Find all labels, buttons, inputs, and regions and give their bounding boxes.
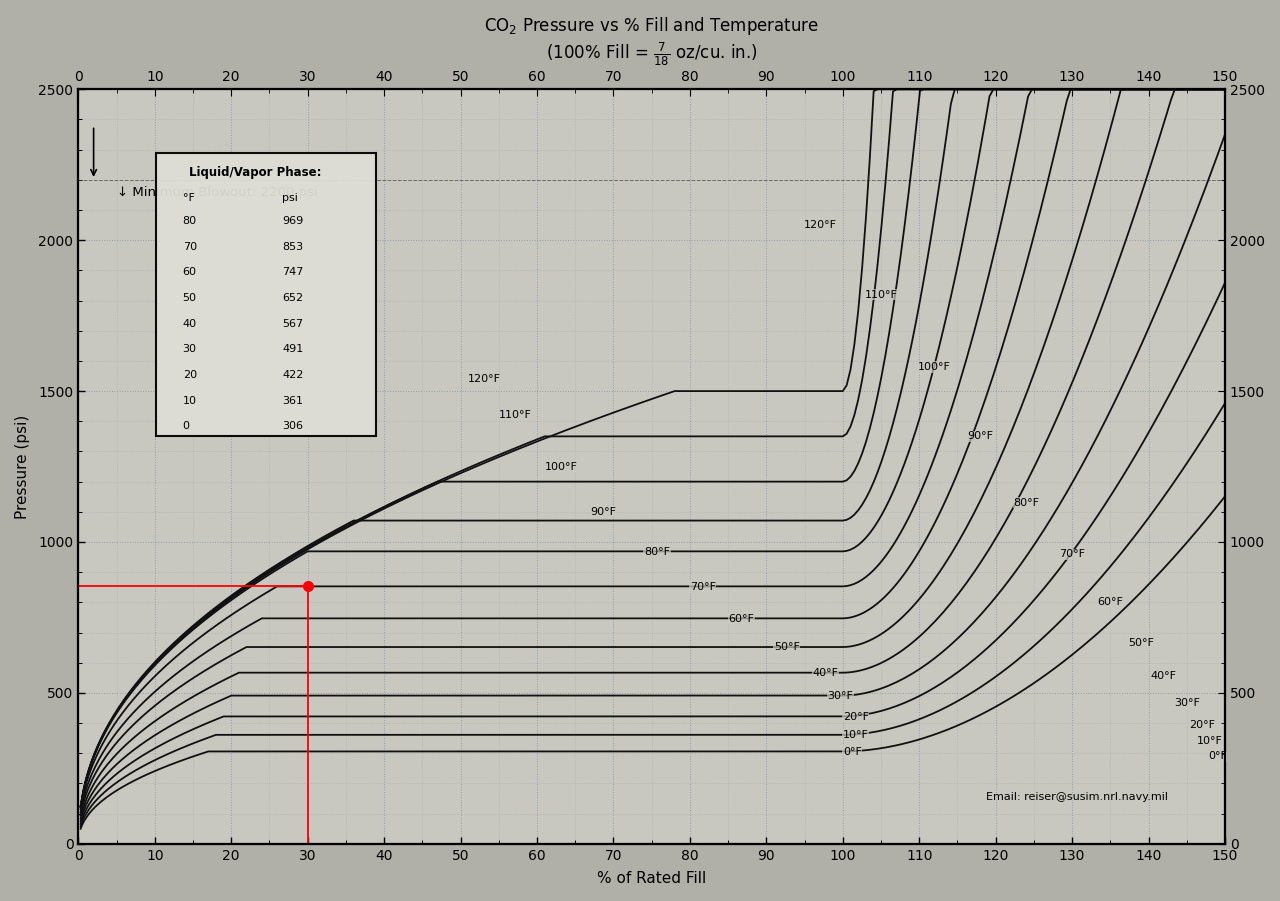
Text: 80°F: 80°F xyxy=(644,547,669,557)
Text: 120°F: 120°F xyxy=(804,220,836,230)
Text: 70°F: 70°F xyxy=(1059,549,1085,559)
Text: 422: 422 xyxy=(283,370,303,380)
Title: CO$_2$ Pressure vs % Fill and Temperature
(100% Fill = $\frac{7}{18}$ oz/cu. in.: CO$_2$ Pressure vs % Fill and Temperatur… xyxy=(484,15,819,68)
Text: 100°F: 100°F xyxy=(918,362,951,372)
Text: 491: 491 xyxy=(283,344,303,354)
Text: 0°F: 0°F xyxy=(1208,751,1226,761)
Text: 0: 0 xyxy=(183,422,189,432)
X-axis label: % of Rated Fill: % of Rated Fill xyxy=(596,871,707,886)
Text: 70°F: 70°F xyxy=(690,582,716,592)
Text: 50°F: 50°F xyxy=(1128,638,1153,648)
Text: 60°F: 60°F xyxy=(1097,597,1124,607)
Text: 10°F: 10°F xyxy=(1197,736,1222,746)
Text: 30°F: 30°F xyxy=(827,691,854,701)
Text: 10: 10 xyxy=(183,396,197,405)
Text: 30: 30 xyxy=(183,344,197,354)
Text: psi: psi xyxy=(283,194,298,204)
Text: 80°F: 80°F xyxy=(1014,497,1039,508)
Text: 80: 80 xyxy=(183,216,197,226)
Text: 652: 652 xyxy=(283,293,303,303)
Text: Email: reiser@susim.nrl.navy.mil: Email: reiser@susim.nrl.navy.mil xyxy=(986,792,1167,802)
Text: 30°F: 30°F xyxy=(1174,698,1199,708)
Text: 361: 361 xyxy=(283,396,303,405)
Text: 853: 853 xyxy=(283,241,303,251)
Text: 100°F: 100°F xyxy=(545,461,577,471)
Text: 969: 969 xyxy=(283,216,303,226)
Text: °F: °F xyxy=(183,194,195,204)
Y-axis label: Pressure (psi): Pressure (psi) xyxy=(15,414,29,519)
Text: 20°F: 20°F xyxy=(1189,720,1215,730)
Text: 60°F: 60°F xyxy=(728,614,754,623)
Text: ↓ Minimum Blowout: 2200 psi: ↓ Minimum Blowout: 2200 psi xyxy=(116,186,317,199)
Text: 40: 40 xyxy=(183,319,197,329)
Text: 567: 567 xyxy=(283,319,303,329)
Text: 40°F: 40°F xyxy=(813,668,838,678)
Text: 60: 60 xyxy=(183,268,197,278)
Text: 110°F: 110°F xyxy=(499,410,531,420)
Text: 0°F: 0°F xyxy=(842,747,861,757)
Text: 70: 70 xyxy=(183,241,197,251)
Text: 110°F: 110°F xyxy=(864,289,897,299)
Text: Liquid/Vapor Phase:: Liquid/Vapor Phase: xyxy=(188,167,321,179)
Text: 40°F: 40°F xyxy=(1151,671,1176,681)
Text: 120°F: 120°F xyxy=(468,374,502,384)
Text: 50°F: 50°F xyxy=(774,642,800,652)
Text: 20: 20 xyxy=(183,370,197,380)
Text: 50: 50 xyxy=(183,293,197,303)
Text: 10°F: 10°F xyxy=(842,730,869,740)
Text: 747: 747 xyxy=(283,268,303,278)
Text: 90°F: 90°F xyxy=(590,507,617,517)
Text: 90°F: 90°F xyxy=(968,432,993,441)
FancyBboxPatch shape xyxy=(156,153,376,436)
Text: 306: 306 xyxy=(283,422,303,432)
Text: 20°F: 20°F xyxy=(842,712,869,722)
